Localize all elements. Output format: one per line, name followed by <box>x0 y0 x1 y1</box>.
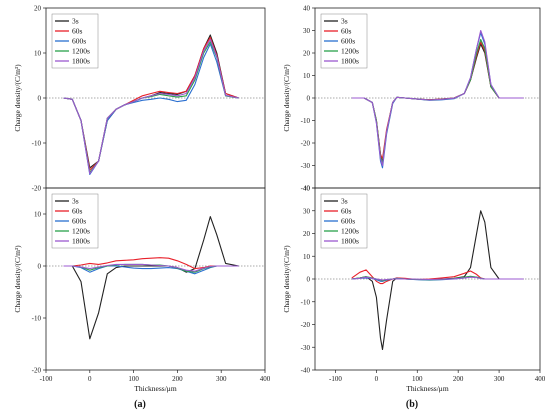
legend-label: 1800s <box>341 237 359 246</box>
x-tick-label: 300 <box>494 375 505 383</box>
y-tick-label: 0 <box>38 95 42 103</box>
y-tick-label: 0 <box>307 95 311 103</box>
x-tick-label: 400 <box>260 375 271 383</box>
legend-label: 1200s <box>72 47 90 56</box>
series-line-1800s <box>63 263 239 272</box>
legend-label: 60s <box>72 27 83 36</box>
y-tick-label: -40 <box>301 185 311 193</box>
y-tick-label: 20 <box>34 5 42 13</box>
series-line-1800s <box>351 29 524 167</box>
y-tick-label: 40 <box>303 5 311 13</box>
y-axis-label: Charge density/(C/m³) <box>13 245 22 313</box>
series-line-3s <box>63 216 239 340</box>
y-tick-label: -30 <box>301 162 311 170</box>
y-tick-label: -30 <box>301 344 311 352</box>
x-tick-label: 0 <box>88 375 92 383</box>
plot-frame <box>45 187 266 371</box>
legend-label: 600s <box>341 217 355 226</box>
y-axis-label: Charge density/(C/m³) <box>282 64 291 132</box>
legend-label: 1200s <box>72 227 90 236</box>
x-tick-label: 100 <box>128 375 139 383</box>
y-tick-label: -10 <box>32 140 42 148</box>
legend-label: 3s <box>72 17 79 26</box>
legend-label: 1800s <box>72 57 90 66</box>
series-line-600s <box>351 32 524 169</box>
y-tick-label: 0 <box>38 263 42 271</box>
series-line-600s <box>63 265 239 275</box>
y-tick-label: 40 <box>303 185 311 193</box>
legend-label: 60s <box>72 207 83 216</box>
y-axis-label: Charge density/(C/m³) <box>13 64 22 132</box>
legend-label: 60s <box>341 207 352 216</box>
legend-label: 600s <box>72 217 86 226</box>
legend-label: 3s <box>341 17 348 26</box>
y-tick-label: 0 <box>307 276 311 284</box>
legend-label: 1200s <box>341 47 359 56</box>
chart-2: -40 -30 -20 -10 0 10 20 30 40 Charge density/(C/m… <box>282 5 541 193</box>
legend-label: 3s <box>341 197 348 206</box>
legend-label: 1800s <box>341 57 359 66</box>
y-tick-label: 10 <box>34 50 42 58</box>
y-tick-label: -10 <box>32 315 42 323</box>
x-tick-label: 0 <box>375 375 379 383</box>
legend-label: 1200s <box>341 227 359 236</box>
series-line-3s <box>351 43 524 162</box>
legend-label: 600s <box>72 37 86 46</box>
panel-label: (b) <box>406 399 418 410</box>
x-tick-label: 300 <box>216 375 227 383</box>
x-tick-label: -100 <box>40 375 53 383</box>
y-tick-label: -20 <box>32 367 42 375</box>
x-tick-label: 200 <box>453 375 464 383</box>
panel-label: (a) <box>134 399 146 410</box>
x-tick-label: 400 <box>535 375 546 383</box>
y-tick-label: 30 <box>303 207 311 215</box>
y-tick-label: 20 <box>303 50 311 58</box>
legend-label: 3s <box>72 197 79 206</box>
legend-label: 1800s <box>72 237 90 246</box>
legend-label: 600s <box>341 37 355 46</box>
x-tick-label: 100 <box>412 375 423 383</box>
series-line-1800s <box>63 38 239 175</box>
y-tick-label: 30 <box>303 27 311 35</box>
legend-label: 60s <box>341 27 352 36</box>
chart-0: -20 -10 0 10 20 Charge density/(C/m³) 3s60s600… <box>13 5 266 193</box>
y-tick-label: 10 <box>34 211 42 219</box>
y-tick-label: -20 <box>301 321 311 329</box>
y-tick-label: 10 <box>303 72 311 80</box>
x-axis-label: Thickness/μm <box>406 384 449 393</box>
y-tick-label: -20 <box>32 185 42 193</box>
y-tick-label: -20 <box>301 140 311 148</box>
x-tick-label: -100 <box>329 375 342 383</box>
y-tick-label: 10 <box>303 253 311 261</box>
y-tick-label: -10 <box>301 117 311 125</box>
y-tick-label: -10 <box>301 298 311 306</box>
series-line-1200s <box>351 38 524 164</box>
x-tick-label: 200 <box>172 375 183 383</box>
y-axis-label: Charge density/(C/m³) <box>282 245 291 313</box>
series-line-1800s <box>351 276 524 281</box>
y-tick-label: 20 <box>303 230 311 238</box>
y-tick-label: -40 <box>301 367 311 375</box>
x-axis-label: Thickness/μm <box>134 384 177 393</box>
series-line-60s <box>63 36 239 171</box>
